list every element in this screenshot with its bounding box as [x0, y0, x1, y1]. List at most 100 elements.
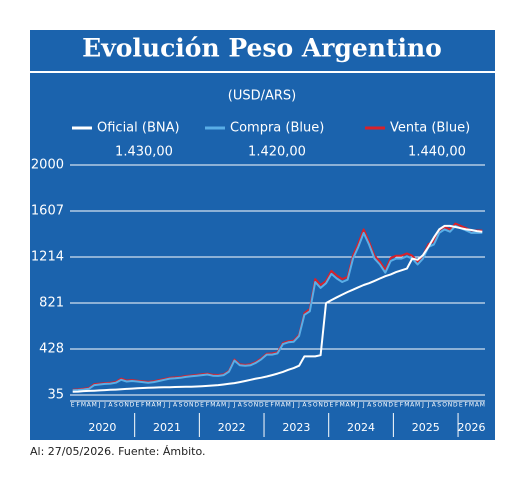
x-tick-label: J: [227, 402, 230, 409]
legend-label: Oficial (BNA): [97, 121, 180, 136]
legend-label: Compra (Blue): [230, 121, 324, 136]
last-value-label: 1.440,00: [408, 145, 466, 160]
x-tick-label: S: [179, 402, 183, 409]
x-tick-label: N: [124, 402, 129, 409]
x-tick-label: F: [206, 402, 210, 409]
year-label: 2023: [282, 421, 310, 434]
x-tick-label: F: [335, 402, 339, 409]
year-label: 2022: [218, 421, 246, 434]
x-tick-label: M: [286, 402, 291, 409]
x-tick-label: M: [340, 402, 345, 409]
x-tick-label: A: [432, 402, 437, 409]
x-tick-label: J: [292, 402, 295, 409]
x-tick-label: M: [469, 402, 474, 409]
x-tick-label: A: [410, 402, 415, 409]
y-tick-label: 35: [47, 388, 64, 403]
x-tick-label: D: [194, 402, 199, 409]
x-tick-label: E: [459, 402, 463, 409]
x-tick-label: J: [297, 402, 300, 409]
x-tick-label: M: [275, 402, 280, 409]
year-label: 2025: [412, 421, 440, 434]
x-tick-label: S: [373, 402, 377, 409]
x-tick-label: E: [265, 402, 269, 409]
x-tick-label: O: [119, 402, 124, 409]
y-tick-label: 428: [39, 342, 64, 357]
x-tick-label: D: [130, 402, 135, 409]
x-tick-label: J: [421, 402, 424, 409]
year-label: 2026: [458, 421, 486, 434]
x-tick-label: N: [383, 402, 388, 409]
y-tick-label: 1607: [31, 204, 64, 219]
x-tick-label: A: [173, 402, 178, 409]
legend-label: Venta (Blue): [390, 121, 470, 136]
x-tick-label: F: [76, 402, 80, 409]
x-tick-label: N: [189, 402, 194, 409]
x-tick-label: M: [415, 402, 420, 409]
x-tick-label: O: [313, 402, 318, 409]
x-tick-label: J: [168, 402, 171, 409]
x-tick-label: E: [71, 402, 75, 409]
x-tick-label: O: [442, 402, 447, 409]
y-tick-label: 1214: [31, 250, 64, 265]
x-tick-label: M: [210, 402, 215, 409]
x-tick-label: A: [367, 402, 372, 409]
x-tick-label: A: [151, 402, 156, 409]
x-tick-label: A: [216, 402, 221, 409]
x-tick-label: N: [254, 402, 259, 409]
x-tick-label: S: [243, 402, 247, 409]
x-tick-label: O: [378, 402, 383, 409]
x-tick-label: E: [329, 402, 333, 409]
x-tick-label: J: [98, 402, 101, 409]
x-tick-label: F: [464, 402, 468, 409]
x-tick-label: O: [248, 402, 253, 409]
x-tick-label: N: [318, 402, 323, 409]
x-tick-label: N: [448, 402, 453, 409]
x-tick-label: A: [302, 402, 307, 409]
panel: [30, 30, 495, 440]
x-tick-label: M: [146, 402, 151, 409]
y-tick-label: 821: [39, 296, 64, 311]
x-tick-label: M: [480, 402, 485, 409]
x-tick-label: S: [308, 402, 312, 409]
x-tick-label: J: [162, 402, 165, 409]
x-tick-label: A: [87, 402, 92, 409]
series-line: [72, 224, 483, 392]
x-tick-label: J: [362, 402, 365, 409]
x-tick-label: A: [346, 402, 351, 409]
x-tick-label: S: [114, 402, 118, 409]
year-label: 2021: [153, 421, 181, 434]
x-tick-label: M: [92, 402, 97, 409]
x-tick-label: A: [475, 402, 480, 409]
x-tick-label: M: [350, 402, 355, 409]
x-tick-label: J: [356, 402, 359, 409]
x-tick-label: A: [281, 402, 286, 409]
x-tick-label: D: [453, 402, 458, 409]
chart-title: Evolución Peso Argentino: [82, 34, 442, 63]
year-label: 2020: [88, 421, 116, 434]
x-tick-label: S: [437, 402, 441, 409]
x-tick-label: A: [108, 402, 113, 409]
x-tick-label: D: [259, 402, 264, 409]
last-value-label: 1.420,00: [248, 145, 306, 160]
x-tick-label: D: [388, 402, 393, 409]
year-label: 2024: [347, 421, 375, 434]
x-tick-label: J: [427, 402, 430, 409]
x-tick-label: M: [81, 402, 86, 409]
y-tick-label: 2000: [31, 158, 64, 173]
x-tick-label: E: [135, 402, 139, 409]
last-value-label: 1.430,00: [115, 145, 173, 160]
x-tick-label: O: [184, 402, 189, 409]
x-tick-label: F: [141, 402, 145, 409]
x-tick-label: J: [232, 402, 235, 409]
footer: Al: 27/05/2026. Fuente: Ámbito.: [30, 445, 206, 458]
x-tick-label: M: [156, 402, 161, 409]
x-tick-label: J: [103, 402, 106, 409]
series-line: [72, 224, 483, 393]
x-tick-label: F: [400, 402, 404, 409]
x-tick-label: M: [404, 402, 409, 409]
x-tick-label: D: [324, 402, 329, 409]
x-tick-label: F: [270, 402, 274, 409]
x-tick-label: E: [200, 402, 204, 409]
